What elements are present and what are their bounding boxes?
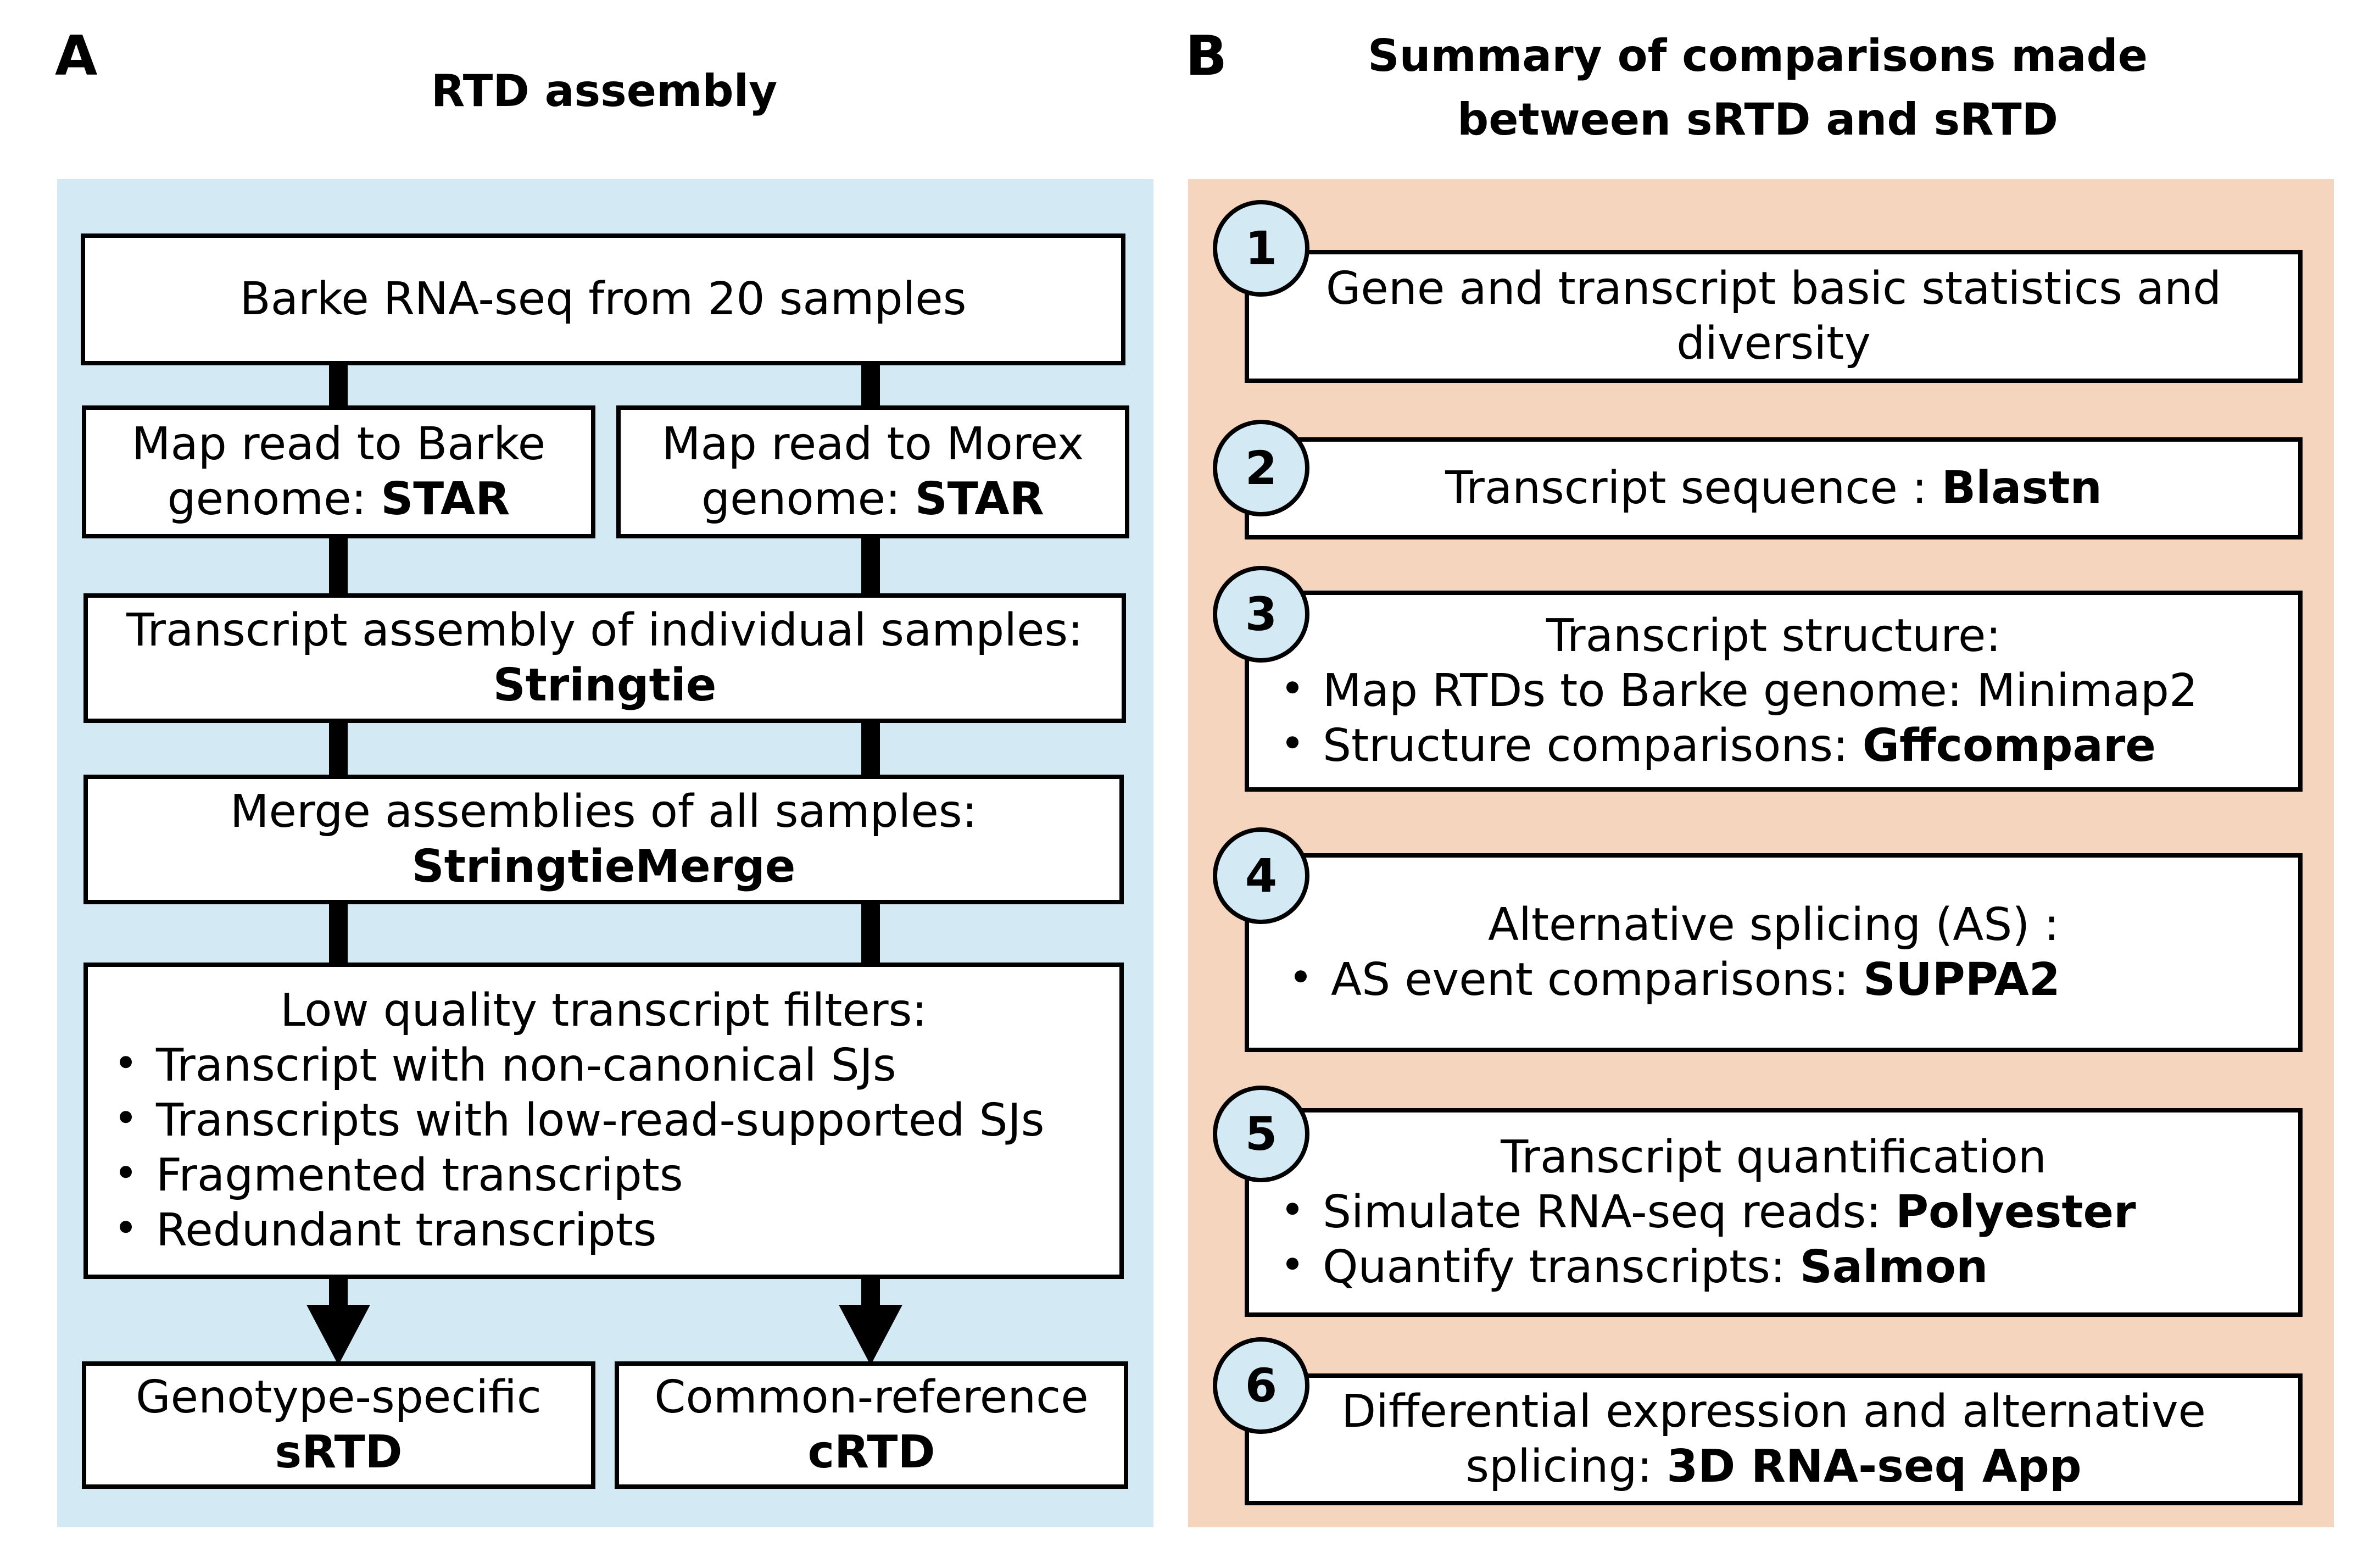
filters-item: Fragmented transcripts: [115, 1148, 1119, 1203]
summary-3-bullet2: Structure comparisons: Gffcompare: [1282, 719, 2298, 774]
arrow-down-left: [306, 1305, 370, 1365]
crtd-line1: Common-reference: [654, 1371, 1089, 1423]
summary-4-title: Alternative splicing (AS) :: [1487, 898, 2060, 951]
summary-6-line2-prefix: splicing:: [1465, 1440, 1667, 1493]
summary-3-list: Map RTDs to Barke genome: Minimap2 Struc…: [1249, 664, 2298, 774]
step-number-4: 4: [1213, 827, 1309, 924]
box-map-barke: Map read to Barke genome: STAR: [82, 405, 595, 538]
summary-4-bullet1-prefix: AS event comparisons:: [1331, 954, 1864, 1006]
step-number-2: 2: [1213, 420, 1309, 516]
filters-item: Transcripts with low-read-supported SJs: [115, 1093, 1119, 1148]
connector-right-3: [861, 720, 880, 780]
summary-box-3: Transcript structure: Map RTDs to Barke …: [1245, 591, 2303, 792]
summary-5-bullet1-prefix: Simulate RNA-seq reads:: [1323, 1186, 1896, 1238]
connector-right-2: [861, 536, 880, 596]
panel-b-title-line2: between sRTD and sRTD: [1457, 94, 2059, 145]
summary-box-5: Transcript quantification Simulate RNA-s…: [1245, 1108, 2303, 1317]
assembly-line1: Transcript assembly of individual sample…: [126, 604, 1083, 657]
summary-6-tool: 3D RNA-seq App: [1666, 1440, 2082, 1493]
panel-a-letter: A: [55, 24, 98, 88]
step-number-6: 6: [1213, 1337, 1309, 1434]
connector-left-2: [329, 536, 348, 596]
box-merge-assemblies: Merge assemblies of all samples: Stringt…: [83, 775, 1124, 904]
summary-5-title: Transcript quantification: [1501, 1131, 2047, 1183]
connector-right-1: [861, 363, 880, 409]
summary-box-6: Differential expression and alternative …: [1245, 1373, 2303, 1505]
step-number-1: 1: [1213, 200, 1309, 297]
connector-left-1: [329, 363, 348, 409]
box-quality-filters: Low quality transcript filters: Transcri…: [83, 963, 1124, 1279]
filters-item: Redundant transcripts: [115, 1203, 1119, 1258]
map-barke-tool: STAR: [381, 473, 510, 525]
box-transcript-assembly: Transcript assembly of individual sample…: [83, 593, 1126, 723]
box-srtd: Genotype-specific sRTD: [82, 1361, 595, 1489]
connector-right-4: [861, 901, 880, 967]
summary-4-tool: SUPPA2: [1863, 954, 2060, 1006]
summary-4-bullet1: AS event comparisons: SUPPA2: [1290, 953, 2298, 1008]
map-barke-line2-prefix: genome:: [167, 473, 381, 525]
connector-left-5: [329, 1275, 348, 1308]
summary-6-line1: Differential expression and alternative: [1341, 1385, 2206, 1438]
map-barke-line1: Map read to Barke: [131, 418, 546, 470]
summary-3-tool: Gffcompare: [1862, 720, 2156, 772]
box-input-rnaseq: Barke RNA-seq from 20 samples: [81, 233, 1125, 365]
map-morex-tool: STAR: [915, 473, 1044, 525]
box-map-morex: Map read to Morex genome: STAR: [616, 405, 1129, 538]
summary-5-tool1: Polyester: [1895, 1186, 2136, 1238]
box-input-text: Barke RNA-seq from 20 samples: [239, 272, 967, 325]
summary-1-line2: diversity: [1676, 318, 1871, 370]
summary-3-bullet2-prefix: Structure comparisons:: [1323, 720, 1863, 772]
assembly-tool: Stringtie: [493, 659, 717, 711]
panel-a-title: RTD assembly: [431, 65, 778, 116]
crtd-label: cRTD: [807, 1426, 935, 1478]
summary-box-1: Gene and transcript basic statistics and…: [1245, 250, 2303, 383]
box-crtd: Common-reference cRTD: [615, 1361, 1128, 1489]
summary-3-bullet1: Map RTDs to Barke genome: Minimap2: [1282, 664, 2298, 719]
summary-2-tool: Blastn: [1941, 461, 2102, 514]
summary-3-title: Transcript structure:: [1546, 609, 2002, 662]
summary-5-bullet2: Quantify transcripts: Salmon: [1282, 1240, 2298, 1295]
merge-line1: Merge assemblies of all samples:: [230, 785, 978, 838]
summary-box-4: Alternative splicing (AS) : AS event com…: [1245, 853, 2303, 1052]
step-number-5: 5: [1213, 1086, 1309, 1182]
summary-1-line1: Gene and transcript basic statistics and: [1325, 262, 2222, 315]
summary-2-text: Transcript sequence :: [1445, 461, 1942, 514]
summary-5-list: Simulate RNA-seq reads: Polyester Quanti…: [1249, 1185, 2298, 1295]
panel-b-letter: B: [1185, 24, 1228, 88]
summary-5-bullet2-prefix: Quantify transcripts:: [1323, 1241, 1800, 1294]
arrow-down-right: [839, 1305, 902, 1365]
connector-left-4: [329, 901, 348, 967]
filters-title: Low quality transcript filters:: [280, 984, 927, 1037]
connector-left-3: [329, 720, 348, 780]
summary-4-list: AS event comparisons: SUPPA2: [1249, 953, 2298, 1008]
connector-right-5: [861, 1275, 880, 1308]
summary-5-tool2: Salmon: [1799, 1241, 1988, 1294]
panel-b-title-line1: Summary of comparisons made: [1367, 30, 2148, 81]
merge-tool: StringtieMerge: [411, 841, 796, 893]
map-morex-line1: Map read to Morex: [661, 418, 1084, 470]
filters-list: Transcript with non-canonical SJs Transc…: [88, 1038, 1119, 1258]
summary-5-bullet1: Simulate RNA-seq reads: Polyester: [1282, 1185, 2298, 1240]
srtd-line1: Genotype-specific: [136, 1371, 542, 1423]
map-morex-line2-prefix: genome:: [701, 473, 915, 525]
summary-box-2: Transcript sequence : Blastn: [1245, 437, 2303, 539]
panel-b-title: Summary of comparisons made between sRTD…: [1318, 24, 2197, 152]
filters-item: Transcript with non-canonical SJs: [115, 1038, 1119, 1093]
step-number-3: 3: [1213, 566, 1309, 663]
srtd-label: sRTD: [275, 1426, 403, 1478]
